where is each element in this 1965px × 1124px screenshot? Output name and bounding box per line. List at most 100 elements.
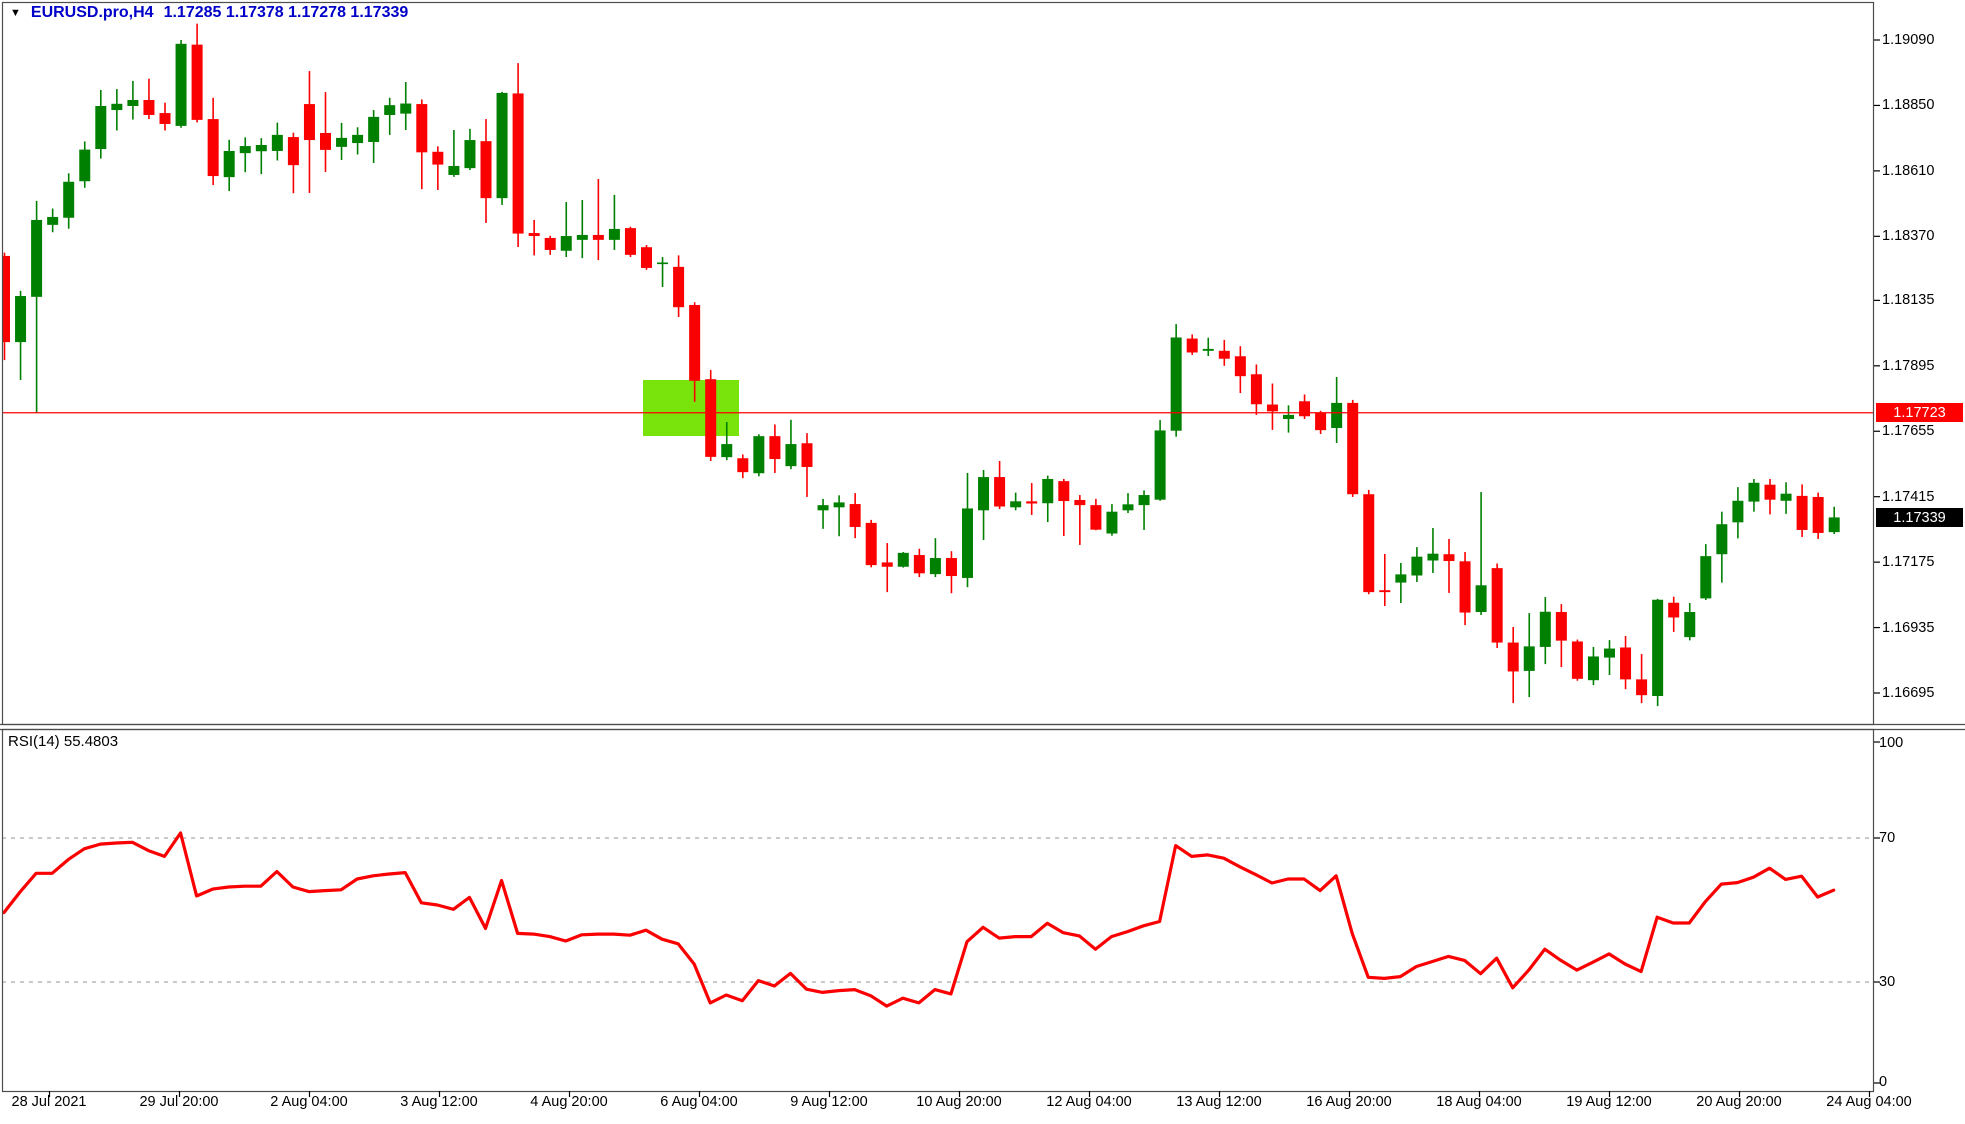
time-axis-label: 18 Aug 04:00 <box>1436 1094 1522 1110</box>
candle-body <box>191 44 203 120</box>
candle-body <box>1042 478 1054 504</box>
candle-body <box>560 236 572 251</box>
candle-body <box>1443 554 1455 562</box>
candle-body <box>95 105 107 150</box>
rsi-axis-label: 100 <box>1879 735 1904 751</box>
candle-body <box>207 119 219 177</box>
candle-body <box>881 562 893 567</box>
rsi-pane-border <box>1 728 1875 1093</box>
time-axis-label: 12 Aug 04:00 <box>1046 1094 1132 1110</box>
candle-body <box>1315 412 1327 431</box>
time-axis-label: 16 Aug 20:00 <box>1306 1094 1392 1110</box>
symbol-title: EURUSD.pro,H4 <box>30 4 154 21</box>
highlight-zone[interactable] <box>643 380 739 436</box>
candle-body <box>1571 641 1583 679</box>
candle-body <box>1154 430 1166 500</box>
candle-body <box>1331 402 1343 428</box>
candle-body <box>897 552 909 567</box>
candle-body <box>271 134 283 151</box>
price-axis-label: 1.18610 <box>1882 162 1935 179</box>
candle-body <box>464 140 476 169</box>
candle-body <box>608 228 620 240</box>
candle-body <box>865 522 877 566</box>
candle-body <box>705 379 717 457</box>
candle-body <box>721 444 733 458</box>
candle-body <box>1218 350 1230 359</box>
candle-body <box>592 234 604 240</box>
candle-body <box>1234 356 1246 377</box>
time-axis-label: 3 Aug 12:00 <box>400 1094 478 1110</box>
price-axis-label: 1.18370 <box>1882 228 1935 245</box>
candle-body <box>1636 679 1648 696</box>
candle-body <box>1796 495 1808 530</box>
price-axis-label: 1.17895 <box>1882 357 1935 374</box>
candle-body <box>1668 602 1680 618</box>
candle-body <box>1620 647 1632 680</box>
candle-body <box>416 104 428 153</box>
candle-body <box>496 92 508 199</box>
candle-body <box>1010 501 1022 508</box>
candle-body <box>111 103 123 111</box>
candle-body <box>352 134 364 144</box>
candle-body <box>512 93 524 234</box>
candle-body <box>1347 402 1359 495</box>
candle-body <box>320 132 331 150</box>
candle-body <box>1748 482 1760 502</box>
candle-body <box>833 502 845 508</box>
candle-body <box>913 555 925 574</box>
candle-body <box>1523 646 1535 671</box>
time-axis-label: 13 Aug 12:00 <box>1176 1094 1262 1110</box>
candle-body <box>849 504 861 527</box>
candle-body <box>945 558 957 577</box>
candle-body <box>1812 496 1824 533</box>
rsi-line <box>2 831 1836 1008</box>
candle-body <box>978 477 990 511</box>
candle-body <box>223 150 235 178</box>
price-pane[interactable] <box>0 23 1873 707</box>
candle-body <box>657 262 669 265</box>
candle-body <box>1074 499 1086 506</box>
rsi-pane[interactable] <box>2 831 1873 1008</box>
price-axis-label: 1.17415 <box>1882 488 1935 505</box>
candle-body <box>79 149 91 182</box>
candle-body <box>1459 561 1471 613</box>
time-axis-label: 29 Jul 20:00 <box>139 1094 219 1110</box>
candle-body <box>1138 495 1150 506</box>
candle-body <box>544 237 556 250</box>
candle-body <box>1700 556 1712 599</box>
candle-body <box>303 104 315 141</box>
candle-body <box>1250 374 1262 405</box>
candle-body <box>31 219 43 297</box>
candle-body <box>737 458 749 473</box>
time-axis-label: 24 Aug 04:00 <box>1826 1094 1912 1110</box>
candle-body <box>1266 404 1278 412</box>
candle-body <box>400 103 412 114</box>
candle-body <box>801 443 813 467</box>
price-axis-label: 1.17175 <box>1882 554 1935 571</box>
symbol-dropdown-icon[interactable]: ▼ <box>10 7 21 19</box>
candle-body <box>1475 585 1487 613</box>
candle-body <box>1026 501 1038 504</box>
candle-body <box>817 505 829 511</box>
candle-body <box>1058 481 1070 502</box>
candle-body <box>1379 590 1391 593</box>
candle-body <box>1395 574 1407 583</box>
rsi-axis-label: 0 <box>1879 1074 1888 1090</box>
candle-body <box>15 296 27 343</box>
price-axis-label: 1.18850 <box>1882 97 1935 114</box>
candle-body <box>159 113 171 124</box>
time-axis-label: 28 Jul 2021 <box>11 1094 87 1110</box>
candle-body <box>175 43 187 126</box>
candle-body <box>1555 612 1567 641</box>
candle-body <box>1411 556 1423 576</box>
price-axis-label: 1.16695 <box>1882 685 1935 701</box>
time-axis-label: 20 Aug 20:00 <box>1696 1094 1782 1110</box>
candle-body <box>143 99 155 115</box>
current-price-tag: 1.17339 <box>1876 508 1963 527</box>
candle-body <box>785 444 797 467</box>
candle-body <box>1491 568 1503 643</box>
candle-body <box>1106 511 1118 534</box>
candle-body <box>1684 612 1696 638</box>
price-pane-border <box>1 1 1875 726</box>
